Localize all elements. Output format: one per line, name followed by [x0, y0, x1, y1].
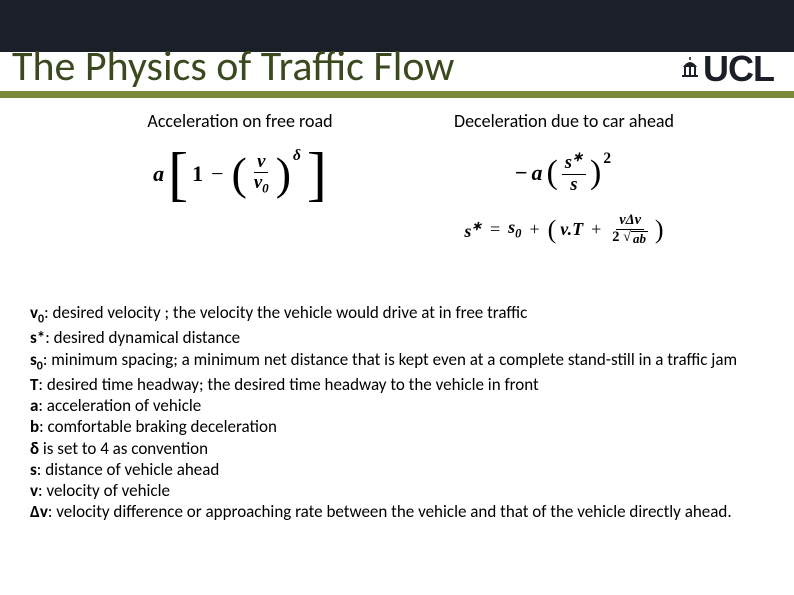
var-a: a [153, 161, 164, 187]
ucl-logo: UCL [681, 48, 774, 90]
left-column: Acceleration on free road a [ 1 − ( v v0… [90, 110, 390, 246]
rparen3: ) [655, 221, 664, 239]
def-v: v: velocity of vehicle [30, 480, 764, 501]
frac-den2: s [567, 175, 580, 196]
s0: s0 [508, 217, 521, 242]
lparen3: ( [548, 221, 557, 239]
frac-vdv: vΔv 2 √ab [609, 213, 651, 246]
vT: v.T [560, 219, 583, 240]
def-delta: δ is set to 4 as convention [30, 438, 764, 459]
formula-deceleration: − a ( s∗ s ) 2 [404, 150, 724, 195]
def-s0: s0: minimum spacing; a minimum net dista… [30, 349, 764, 374]
frac-sstar-s: s∗ s [562, 150, 586, 195]
frac-v-v0: v v0 [251, 152, 272, 197]
ucl-dome-icon [681, 57, 699, 81]
frac-num3: vΔv [616, 213, 644, 230]
eq: = [490, 219, 500, 240]
right-heading: Deceleration due to car ahead [404, 110, 724, 132]
def-sstar: s*: desired dynamical distance [30, 327, 764, 348]
exp-2: 2 [603, 150, 611, 168]
frac-num2: s∗ [562, 150, 586, 175]
page-title: The Physics of Traffic Flow [12, 41, 454, 92]
sstar: s∗ [464, 218, 482, 242]
def-T: T: desired time headway; the desired tim… [30, 374, 764, 395]
left-heading: Acceleration on free road [90, 110, 390, 132]
def-dv: Δv: velocity difference or approaching r… [30, 501, 764, 522]
rparen2: ) [590, 161, 601, 185]
plus: + [529, 219, 539, 240]
header-green-bar [0, 91, 794, 98]
frac-num: v [254, 152, 268, 174]
def-v0: v0: desired velocity ; the velocity the … [30, 302, 764, 327]
rparen: ) [276, 158, 291, 190]
var-a2: a [531, 160, 542, 186]
def-s: s: distance of vehicle ahead [30, 459, 764, 480]
left-bracket: [ [168, 150, 188, 198]
minus: − [211, 161, 223, 187]
frac-den3: 2 √ab [609, 230, 651, 246]
right-column: Deceleration due to car ahead − a ( s∗ s… [404, 110, 724, 246]
minus2: − [515, 160, 528, 186]
formula-columns: Acceleration on free road a [ 1 − ( v v0… [30, 110, 764, 246]
formula-sstar: s∗ = s0 + ( v.T + vΔv 2 √ab ) [404, 213, 724, 246]
frac-den: v0 [251, 173, 272, 196]
lparen: ( [232, 158, 247, 190]
def-a: a: acceleration of vehicle [30, 395, 764, 416]
exp-delta: δ [293, 147, 301, 165]
one: 1 [192, 161, 203, 187]
lparen2: ( [546, 161, 557, 185]
plus2: + [591, 219, 601, 240]
ucl-logo-text: UCL [703, 48, 774, 90]
definitions-list: v0: desired velocity ; the velocity the … [30, 302, 764, 523]
def-b: b: comfortable braking deceleration [30, 416, 764, 437]
content-area: Acceleration on free road a [ 1 − ( v v0… [0, 110, 794, 256]
right-bracket: ] [307, 150, 327, 198]
sqrt: √ab [623, 230, 648, 246]
formula-acceleration: a [ 1 − ( v v0 ) δ ] [90, 150, 390, 198]
